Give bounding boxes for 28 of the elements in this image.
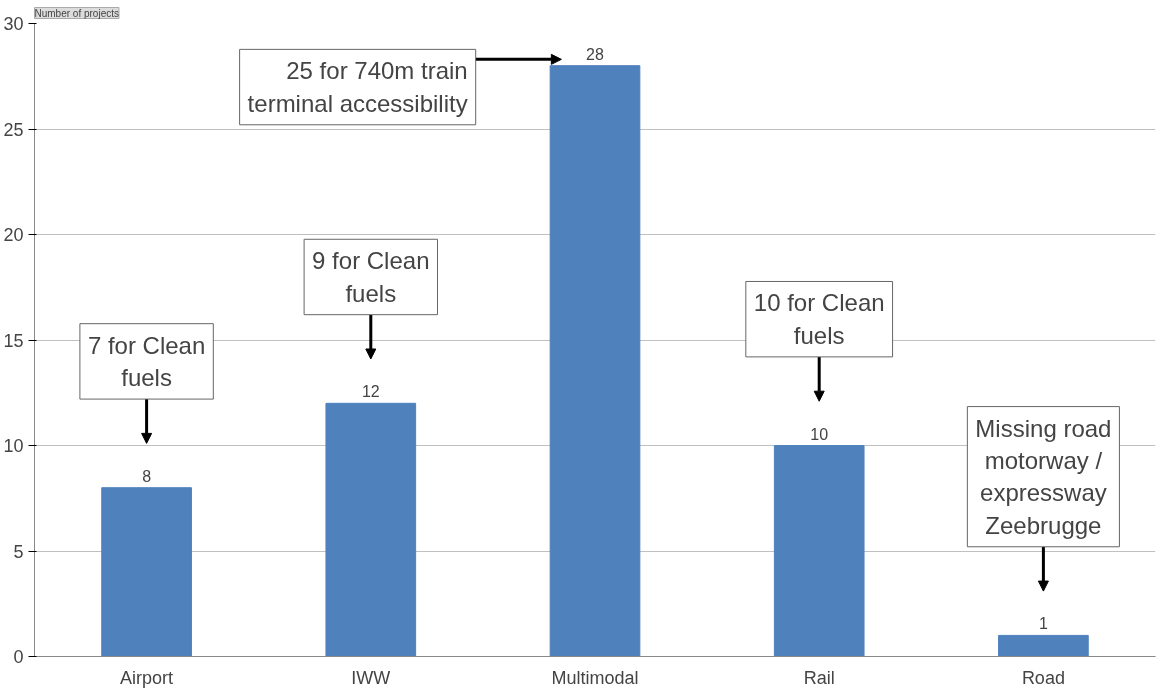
- y-tick-label: 30: [3, 14, 24, 34]
- y-tick-label: 5: [13, 541, 24, 562]
- bar: [773, 445, 865, 657]
- annotation: 25 for 740m train terminal accessibility: [247, 57, 468, 117]
- x-tick-label: Rail: [803, 667, 835, 688]
- y-tick-label: 25: [3, 119, 24, 140]
- data-label: 28: [586, 45, 604, 63]
- data-label: 1: [1038, 615, 1048, 633]
- y-tick-label: 20: [3, 225, 24, 245]
- annotation: 10 for Clean fuels: [753, 289, 885, 349]
- x-tick-label: Road: [1021, 667, 1065, 688]
- y-tick-label: 10: [3, 436, 24, 456]
- y-tick-label: 0: [13, 647, 24, 667]
- x-tick-label: Airport: [120, 667, 174, 688]
- bar: [998, 634, 1089, 657]
- x-tick-label: Multimodal: [551, 667, 639, 688]
- bar: [101, 487, 192, 657]
- annotation: 9 for Clean fuels: [312, 247, 430, 307]
- data-label: 10: [810, 425, 829, 443]
- bar: [549, 65, 641, 657]
- data-label: 8: [142, 467, 152, 485]
- y-tick-label: 15: [3, 330, 24, 351]
- annotation: Missing road motorway / expressway Zeebrugge: [975, 414, 1112, 539]
- x-tick-label: IWW: [351, 667, 391, 688]
- y-axis-title: Number of projects: [34, 7, 119, 19]
- data-label: 12: [361, 383, 380, 401]
- bar: [325, 402, 417, 657]
- annotation: 7 for Clean fuels: [87, 331, 206, 392]
